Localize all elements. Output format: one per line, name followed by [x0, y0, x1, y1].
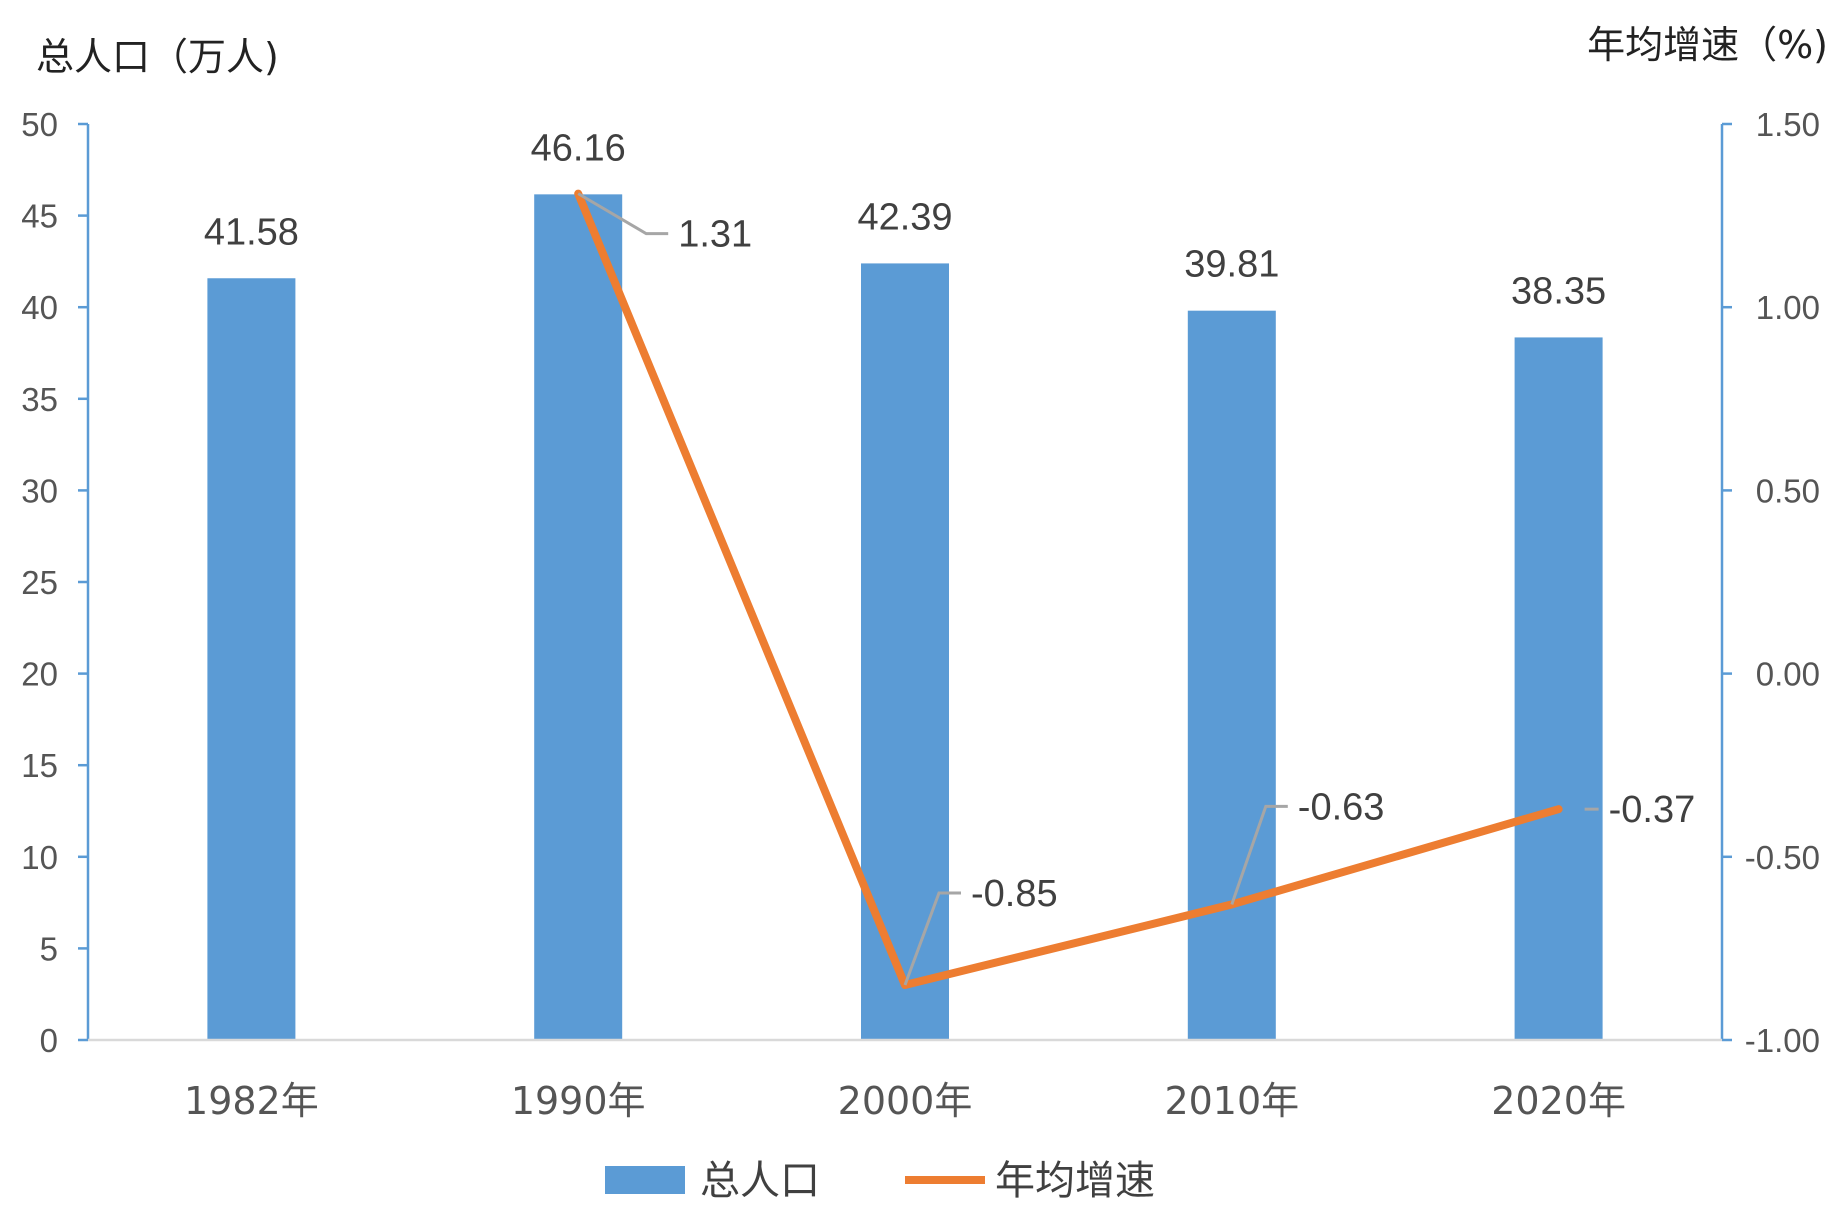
category-label-0: 1982年	[184, 1079, 319, 1123]
right-tick-label-2: 0.00	[1756, 656, 1820, 693]
bar-value-label-2: 42.39	[857, 196, 952, 238]
bar-value-label-4: 38.35	[1511, 270, 1606, 312]
right-tick-label-4: 1.00	[1756, 289, 1820, 326]
left-tick-label-0: 0	[40, 1022, 58, 1059]
left-tick-label-9: 45	[21, 198, 58, 235]
legend-label-line: 年均增速	[995, 1158, 1155, 1204]
line-value-label-4: -0.37	[1609, 789, 1696, 831]
left-tick-label-2: 10	[21, 839, 58, 876]
bar-2	[861, 263, 949, 1041]
bar-0	[207, 278, 296, 1040]
left-tick-label-5: 25	[21, 564, 58, 601]
leader-line-1	[577, 192, 669, 236]
leader-line-3	[1230, 804, 1288, 905]
left-tick-label-8: 40	[21, 289, 58, 326]
growth-rate-line	[574, 189, 1563, 990]
left-tick-label-6: 30	[21, 472, 58, 509]
bar-value-label-0: 41.58	[204, 211, 299, 253]
right-tick-label-5: 1.50	[1756, 106, 1820, 143]
leader-line-2	[903, 891, 961, 986]
right-tick-label-1: -0.50	[1745, 839, 1820, 876]
left-tick-label-10: 50	[21, 106, 58, 143]
category-label-3: 2010年	[1164, 1079, 1299, 1123]
left-axis-title: 总人口（万人)	[36, 35, 279, 79]
left-tick-label-7: 35	[21, 381, 58, 418]
bar-value-label-1: 46.16	[531, 127, 626, 169]
left-tick-label-3: 15	[21, 747, 58, 784]
category-label-1: 1990年	[511, 1079, 646, 1123]
left-tick-label-1: 5	[40, 930, 58, 967]
right-tick-label-3: 0.50	[1756, 472, 1820, 509]
bar-value-label-3: 39.81	[1184, 244, 1279, 286]
legend-label-bar: 总人口	[700, 1158, 820, 1204]
right-tick-label-0: -1.00	[1745, 1022, 1820, 1059]
legend-swatch-bar	[605, 1166, 685, 1194]
line-value-label-3: -0.63	[1298, 786, 1385, 828]
category-label-2: 2000年	[838, 1079, 973, 1123]
bar-3	[1187, 310, 1276, 1040]
line-value-label-2: -0.85	[971, 873, 1058, 915]
line-value-label-1: 1.31	[678, 214, 752, 256]
left-tick-label-4: 20	[21, 656, 58, 693]
bar-1	[534, 194, 623, 1040]
right-axis-title: 年均增速（%)	[1587, 23, 1828, 67]
category-label-4: 2020年	[1491, 1079, 1626, 1123]
bar-4	[1514, 337, 1603, 1041]
